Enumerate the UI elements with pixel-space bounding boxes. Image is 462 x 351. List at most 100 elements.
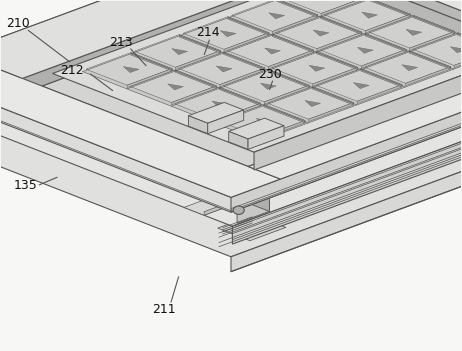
- Polygon shape: [216, 103, 261, 122]
- Polygon shape: [176, 51, 220, 69]
- Polygon shape: [188, 116, 208, 134]
- Polygon shape: [272, 51, 358, 84]
- Polygon shape: [358, 0, 462, 106]
- Polygon shape: [0, 0, 462, 257]
- Polygon shape: [248, 50, 462, 181]
- Polygon shape: [0, 108, 12, 134]
- Polygon shape: [358, 0, 462, 46]
- Polygon shape: [224, 33, 269, 52]
- Polygon shape: [313, 30, 329, 36]
- Polygon shape: [204, 55, 462, 215]
- Polygon shape: [237, 187, 269, 223]
- Polygon shape: [86, 53, 172, 85]
- Polygon shape: [231, 0, 317, 31]
- Polygon shape: [450, 47, 462, 53]
- Polygon shape: [23, 0, 462, 181]
- Polygon shape: [207, 109, 226, 127]
- Polygon shape: [220, 31, 236, 37]
- Polygon shape: [413, 33, 462, 65]
- Polygon shape: [261, 83, 276, 89]
- Polygon shape: [362, 12, 377, 18]
- Circle shape: [233, 206, 244, 214]
- Polygon shape: [413, 15, 455, 34]
- Polygon shape: [130, 70, 216, 102]
- Polygon shape: [0, 72, 3, 107]
- Polygon shape: [184, 51, 462, 215]
- Polygon shape: [216, 66, 232, 72]
- Polygon shape: [268, 69, 309, 88]
- Polygon shape: [337, 0, 462, 65]
- Polygon shape: [175, 87, 261, 120]
- Polygon shape: [0, 53, 280, 197]
- Polygon shape: [402, 65, 418, 71]
- Polygon shape: [254, 49, 462, 170]
- Polygon shape: [361, 68, 402, 87]
- Polygon shape: [406, 67, 450, 86]
- Polygon shape: [305, 100, 321, 107]
- Polygon shape: [171, 86, 216, 105]
- Polygon shape: [208, 176, 269, 200]
- Polygon shape: [248, 50, 462, 179]
- Text: 211: 211: [152, 303, 176, 316]
- Polygon shape: [273, 15, 317, 34]
- Polygon shape: [0, 0, 462, 197]
- Polygon shape: [268, 50, 313, 69]
- Polygon shape: [183, 17, 269, 49]
- Polygon shape: [316, 68, 402, 101]
- Polygon shape: [219, 87, 261, 106]
- Polygon shape: [229, 118, 284, 139]
- Polygon shape: [365, 33, 406, 52]
- Polygon shape: [272, 0, 462, 63]
- Polygon shape: [227, 34, 313, 67]
- Polygon shape: [357, 85, 402, 104]
- Polygon shape: [358, 47, 373, 53]
- Polygon shape: [219, 105, 305, 137]
- Polygon shape: [228, 17, 269, 35]
- Polygon shape: [220, 68, 265, 87]
- Polygon shape: [265, 48, 280, 54]
- Polygon shape: [309, 65, 325, 71]
- Polygon shape: [316, 51, 358, 70]
- Polygon shape: [406, 29, 422, 35]
- Polygon shape: [168, 84, 183, 90]
- Polygon shape: [454, 49, 462, 68]
- Polygon shape: [269, 13, 285, 19]
- Polygon shape: [331, 0, 462, 67]
- Polygon shape: [188, 102, 243, 123]
- Polygon shape: [179, 35, 220, 53]
- Polygon shape: [53, 0, 462, 152]
- Polygon shape: [0, 72, 3, 96]
- Polygon shape: [317, 0, 333, 1]
- Polygon shape: [365, 51, 450, 83]
- Polygon shape: [409, 51, 450, 69]
- Polygon shape: [276, 16, 362, 49]
- Polygon shape: [303, 0, 371, 1]
- Polygon shape: [260, 120, 305, 139]
- Polygon shape: [223, 69, 309, 102]
- Text: 210: 210: [6, 17, 30, 30]
- Text: 213: 213: [109, 36, 132, 49]
- Polygon shape: [361, 49, 406, 68]
- Polygon shape: [232, 70, 462, 244]
- Polygon shape: [0, 84, 3, 119]
- Polygon shape: [324, 0, 410, 31]
- Polygon shape: [175, 70, 216, 88]
- Polygon shape: [231, 91, 462, 272]
- Polygon shape: [313, 67, 358, 86]
- Polygon shape: [247, 125, 266, 143]
- Polygon shape: [231, 31, 462, 212]
- Polygon shape: [248, 126, 284, 150]
- Polygon shape: [0, 0, 462, 212]
- Polygon shape: [0, 0, 393, 124]
- Polygon shape: [356, 0, 462, 88]
- Polygon shape: [353, 82, 369, 89]
- Polygon shape: [0, 0, 462, 226]
- Polygon shape: [23, 0, 337, 93]
- Polygon shape: [131, 53, 172, 71]
- Polygon shape: [123, 67, 139, 73]
- Polygon shape: [369, 0, 410, 16]
- Polygon shape: [267, 87, 353, 119]
- Polygon shape: [218, 215, 286, 241]
- Text: 214: 214: [196, 26, 220, 39]
- Polygon shape: [172, 48, 188, 55]
